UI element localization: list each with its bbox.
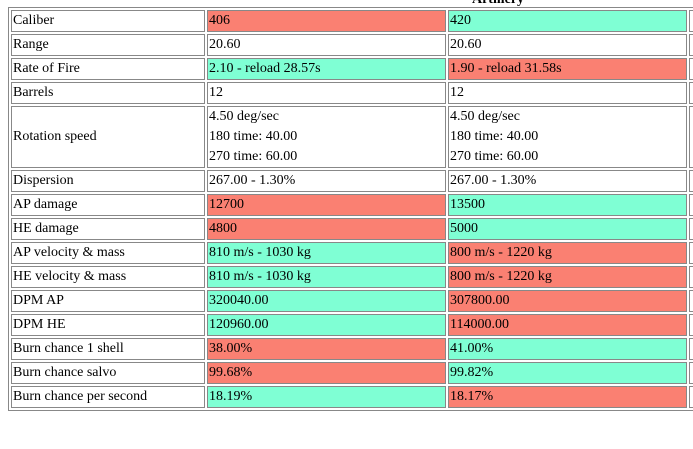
ship-a-value: 12700: [207, 194, 446, 216]
table-row: DPM AP 320040.00 307800.00: [11, 290, 693, 312]
extra-column-cell: [689, 266, 693, 288]
extra-column-cell: [689, 314, 693, 336]
row-label: Dispersion: [11, 170, 205, 192]
ship-a-value: 38.00%: [207, 338, 446, 360]
ship-b-value: 420: [448, 10, 687, 32]
extra-column-cell: [689, 10, 693, 32]
ship-b-value: 13500: [448, 194, 687, 216]
ship-b-value: 267.00 - 1.30%: [448, 170, 687, 192]
ship-a-value: 12: [207, 82, 446, 104]
extra-column-cell: [689, 386, 693, 408]
row-label: Burn chance salvo: [11, 362, 205, 384]
row-label: Barrels: [11, 82, 205, 104]
ship-a-value: 267.00 - 1.30%: [207, 170, 446, 192]
row-label: Caliber: [11, 10, 205, 32]
ship-a-value: 18.19%: [207, 386, 446, 408]
ship-a-value: 2.10 - reload 28.57s: [207, 58, 446, 80]
extra-column-cell: [689, 82, 693, 104]
ship-b-value: 800 m/s - 1220 kg: [448, 242, 687, 264]
ship-b-value: 5000: [448, 218, 687, 240]
value-line: 270 time: 60.00: [209, 149, 298, 164]
value-line: 270 time: 60.00: [450, 149, 539, 164]
row-label: DPM AP: [11, 290, 205, 312]
ship-a-value: 4.50 deg/sec 180 time: 40.00 270 time: 60.…: [207, 106, 446, 168]
ship-a-value: 120960.00: [207, 314, 446, 336]
table-row: Range 20.60 20.60: [11, 34, 693, 56]
table-row: Dispersion 267.00 - 1.30% 267.00 - 1.30%: [11, 170, 693, 192]
table-row: Burn chance salvo 99.68% 99.82%: [11, 362, 693, 384]
extra-column-cell: [689, 290, 693, 312]
table-row: Burn chance 1 shell 38.00% 41.00%: [11, 338, 693, 360]
table-row: Rate of Fire 2.10 - reload 28.57s 1.90 - r…: [11, 58, 693, 80]
extra-column-cell: [689, 106, 693, 168]
ship-b-value: 1.90 - reload 31.58s: [448, 58, 687, 80]
extra-column-cell: [689, 218, 693, 240]
table-row: Barrels 12 12: [11, 82, 693, 104]
ship-a-value: 810 m/s - 1030 kg: [207, 242, 446, 264]
row-label: Rate of Fire: [11, 58, 205, 80]
table-row: HE damage 4800 5000: [11, 218, 693, 240]
ship-a-value: 406: [207, 10, 446, 32]
extra-column-cell: [689, 34, 693, 56]
row-label: DPM HE: [11, 314, 205, 336]
ship-a-value: 99.68%: [207, 362, 446, 384]
extra-column-cell: [689, 194, 693, 216]
table-row: Rotation speed 4.50 deg/sec 180 time: 40.0…: [11, 106, 693, 168]
extra-column-cell: [689, 362, 693, 384]
table-row: Caliber 406 420: [11, 10, 693, 32]
ship-b-value: 20.60: [448, 34, 687, 56]
value-line: 4.50 deg/sec: [450, 109, 520, 124]
row-label: AP velocity & mass: [11, 242, 205, 264]
ship-b-value: 114000.00: [448, 314, 687, 336]
table-row: Burn chance per second 18.19% 18.17%: [11, 386, 693, 408]
ship-a-value: 4800: [207, 218, 446, 240]
ship-a-value: 320040.00: [207, 290, 446, 312]
ship-b-value: 307800.00: [448, 290, 687, 312]
row-label: Burn chance per second: [11, 386, 205, 408]
extra-column-cell: [689, 338, 693, 360]
table-body: Caliber 406 420 Range 20.60 20.60 Rate of Fire…: [11, 10, 693, 408]
extra-column-cell: [689, 58, 693, 80]
ship-b-value: 4.50 deg/sec 180 time: 40.00 270 time: 60.…: [448, 106, 687, 168]
extra-column-cell: [689, 170, 693, 192]
table-row: DPM HE 120960.00 114000.00: [11, 314, 693, 336]
ship-b-value: 18.17%: [448, 386, 687, 408]
ship-b-value: 12: [448, 82, 687, 104]
table-row: AP damage 12700 13500: [11, 194, 693, 216]
table-row: AP velocity & mass 810 m/s - 1030 kg 800 m…: [11, 242, 693, 264]
row-label: AP damage: [11, 194, 205, 216]
ship-a-value: 20.60: [207, 34, 446, 56]
value-line: 4.50 deg/sec: [209, 109, 279, 124]
value-line: 180 time: 40.00: [209, 129, 298, 144]
row-label: HE velocity & mass: [11, 266, 205, 288]
row-label: Rotation speed: [11, 106, 205, 168]
section-title: Artillery: [438, 0, 558, 8]
value-line: 180 time: 40.00: [450, 129, 539, 144]
ship-b-value: 99.82%: [448, 362, 687, 384]
ship-b-value: 800 m/s - 1220 kg: [448, 266, 687, 288]
ship-a-value: 810 m/s - 1030 kg: [207, 266, 446, 288]
row-label: Burn chance 1 shell: [11, 338, 205, 360]
artillery-comparison-table: Caliber 406 420 Range 20.60 20.60 Rate of Fire…: [8, 7, 693, 411]
extra-column-cell: [689, 242, 693, 264]
ship-b-value: 41.00%: [448, 338, 687, 360]
table-row: HE velocity & mass 810 m/s - 1030 kg 800 m…: [11, 266, 693, 288]
row-label: Range: [11, 34, 205, 56]
row-label: HE damage: [11, 218, 205, 240]
